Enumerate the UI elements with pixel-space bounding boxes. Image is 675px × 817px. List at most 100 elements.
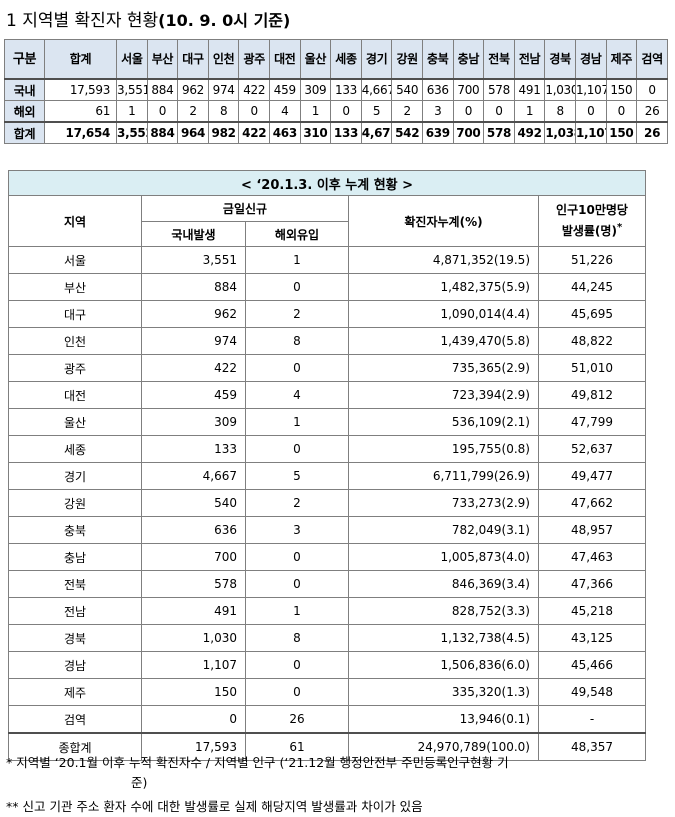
table-cell: 49,548 xyxy=(538,678,646,706)
header-cell: 충남 xyxy=(452,39,485,80)
table-cell: 검역 xyxy=(8,705,142,734)
table-cell: 884 xyxy=(146,78,179,101)
table-cell: 639 xyxy=(421,121,454,144)
table-cell: 17,593 xyxy=(44,78,118,101)
table-cell: 0 xyxy=(245,651,349,679)
table-cell: 1 xyxy=(116,100,148,123)
header-cell: 대구 xyxy=(177,39,209,80)
table-cell: 459 xyxy=(141,381,246,409)
header-cell: 검역 xyxy=(636,39,668,80)
table-row: 세종 133 0 195,755(0.8) 52,637 xyxy=(8,435,646,463)
table-row: 충북 636 3 782,049(3.1) 48,957 xyxy=(8,516,646,544)
table-cell: 8 xyxy=(207,100,240,123)
table-cell: 0 xyxy=(245,273,349,301)
table-row: 대구 962 2 1,090,014(4.4) 45,695 xyxy=(8,300,646,328)
table-cell: 서울 xyxy=(8,246,142,274)
table-cell: 충북 xyxy=(8,516,142,544)
table-cell: 경기 xyxy=(8,462,142,490)
table-cell: 4 xyxy=(245,381,349,409)
table-cell: 422 xyxy=(238,121,271,144)
table-cell: 52,637 xyxy=(538,435,646,463)
header-cell: 부산 xyxy=(146,39,179,80)
table-cell: 0 xyxy=(245,678,349,706)
header-cell: 전남 xyxy=(513,39,546,80)
table-row: 서울 3,551 1 4,871,352(19.5) 51,226 xyxy=(8,246,646,274)
header-cell: 강원 xyxy=(391,39,423,80)
table-row: 울산 309 1 536,109(2.1) 47,799 xyxy=(8,408,646,436)
table-cell: 47,366 xyxy=(538,570,646,598)
table-cell: 459 xyxy=(269,78,301,101)
table-cell: 636 xyxy=(141,516,246,544)
table-cell: 2 xyxy=(391,100,423,123)
col-header-rate: 인구10만명당 발생률(명)* xyxy=(538,195,646,247)
table-cell: 962 xyxy=(141,300,246,328)
table-cell: 1 xyxy=(299,100,332,123)
page-title: 1 지역별 확진자 현황(10. 9. 0시 기준) xyxy=(6,6,290,31)
header-cell: 충북 xyxy=(421,39,454,80)
table-cell: 0 xyxy=(483,100,515,123)
table-cell: 1,030 xyxy=(544,78,576,101)
table-row: 경북 1,030 8 1,132,738(4.5) 43,125 xyxy=(8,624,646,652)
table-row: 부산 884 0 1,482,375(5.9) 44,245 xyxy=(8,273,646,301)
table-cell: 43,125 xyxy=(538,624,646,652)
table-cell: 51,010 xyxy=(538,354,646,382)
table-cell: 782,049(3.1) xyxy=(348,516,539,544)
table-cell: 982 xyxy=(207,121,240,144)
table-cell: 전남 xyxy=(8,597,142,625)
table-cell: 광주 xyxy=(8,354,142,382)
header-cell: 인천 xyxy=(207,39,240,80)
header-cell: 대전 xyxy=(269,39,301,80)
table-cell: 44,245 xyxy=(538,273,646,301)
table-cell: 1 xyxy=(245,408,349,436)
table-cell: 133 xyxy=(330,121,362,144)
table-cell: 335,320(1.3) xyxy=(348,678,539,706)
header-cell: 경북 xyxy=(544,39,576,80)
table-cell: 133 xyxy=(330,78,362,101)
header-cell: 광주 xyxy=(238,39,271,80)
table-cell: 0 xyxy=(605,100,638,123)
table-cell: 884 xyxy=(146,121,179,144)
table-cell: 4 xyxy=(269,100,301,123)
table-row-domestic: 국내 17,593 3,551 884 962 974 422 459 309 133 4,667 5… xyxy=(3,78,668,101)
table-cell: 2 xyxy=(177,100,209,123)
header-cell: 서울 xyxy=(116,39,148,80)
table-cell: 1 xyxy=(245,597,349,625)
table-cell: 723,394(2.9) xyxy=(348,381,539,409)
table-cell: 45,695 xyxy=(538,300,646,328)
table-row: 대전 459 4 723,394(2.9) 49,812 xyxy=(8,381,646,409)
header-cell: 경남 xyxy=(574,39,607,80)
table-cell: 828,752(3.3) xyxy=(348,597,539,625)
table-cell: 대전 xyxy=(8,381,142,409)
table-cell: 150 xyxy=(605,121,638,144)
table-cell: 26 xyxy=(636,100,668,123)
table-cell: 13,946(0.1) xyxy=(348,705,539,734)
table-row: 검역 0 26 13,946(0.1) - xyxy=(8,705,646,734)
table-cell: 2 xyxy=(245,300,349,328)
table-cell: 0 xyxy=(245,543,349,571)
table-row: 강원 540 2 733,273(2.9) 47,662 xyxy=(8,489,646,517)
row-label: 해외 xyxy=(3,100,46,123)
table-cell: 전북 xyxy=(8,570,142,598)
header-cell: 울산 xyxy=(299,39,332,80)
table-cell: 경북 xyxy=(8,624,142,652)
header-cell: 제주 xyxy=(605,39,638,80)
table-cell: 1,107 xyxy=(574,121,607,144)
table-cell: 2 xyxy=(245,489,349,517)
table-cell: 5 xyxy=(360,100,393,123)
col-header-rate-line2: 발생률(명) xyxy=(561,224,617,238)
table-cell: 26 xyxy=(636,121,668,144)
table-cell: 51,226 xyxy=(538,246,646,274)
table-cell: 49,477 xyxy=(538,462,646,490)
header-cell: 합계 xyxy=(44,39,118,80)
row-label: 국내 xyxy=(3,78,46,101)
table-cell: 492 xyxy=(513,121,546,144)
table-row: 제주 150 0 335,320(1.3) 49,548 xyxy=(8,678,646,706)
table-cell: 735,365(2.9) xyxy=(348,354,539,382)
table-cell: 47,799 xyxy=(538,408,646,436)
table-cell: 45,218 xyxy=(538,597,646,625)
table-cell: 8 xyxy=(245,327,349,355)
table-cell: 540 xyxy=(391,78,423,101)
table-cell: 1,107 xyxy=(141,651,246,679)
table-cell: - xyxy=(538,705,646,734)
table-cell: 3,551 xyxy=(141,246,246,274)
